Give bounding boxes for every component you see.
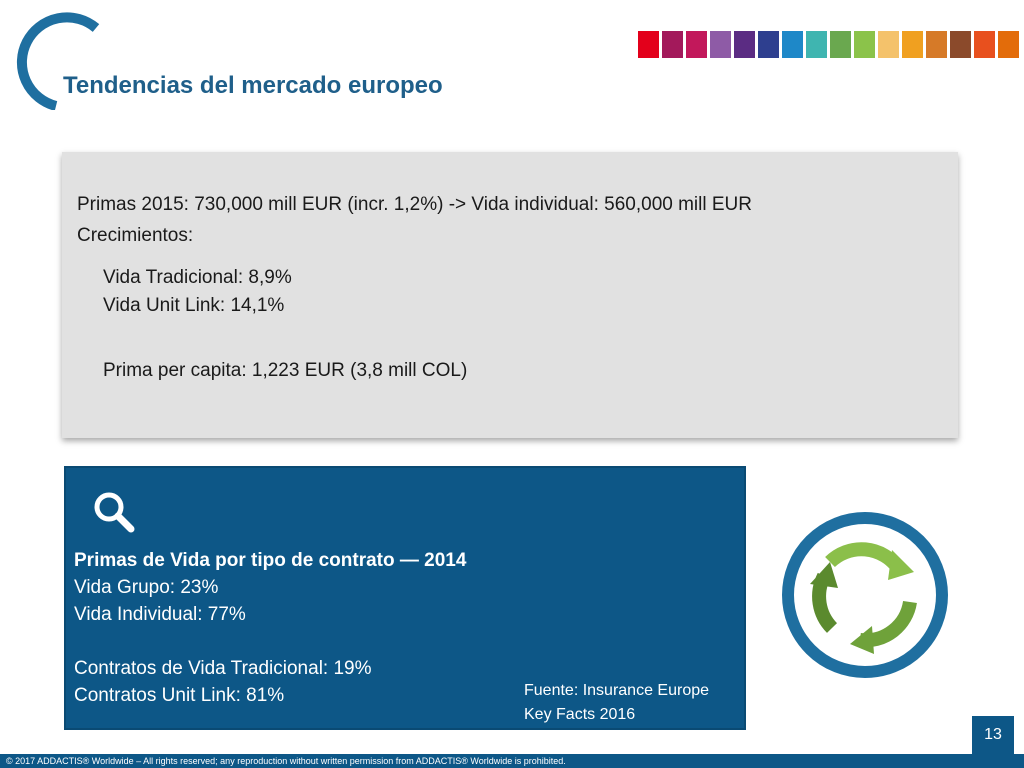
color-swatch <box>902 31 923 58</box>
logo-arc-icon <box>16 12 100 110</box>
color-swatch <box>998 31 1019 58</box>
color-swatch <box>638 31 659 58</box>
life-premiums-box: Primas de Vida por tipo de contrato — 20… <box>64 466 746 730</box>
contract-type-heading: Primas de Vida por tipo de contrato — 20… <box>74 550 467 571</box>
color-swatch <box>782 31 803 58</box>
color-swatch <box>830 31 851 58</box>
market-summary-box: Primas 2015: 730,000 mill EUR (incr. 1,2… <box>62 152 958 438</box>
page-title: Tendencias del mercado europeo <box>63 72 443 99</box>
search-icon <box>94 492 135 533</box>
color-swatch <box>806 31 827 58</box>
page-number: 13 <box>972 716 1014 754</box>
color-swatch <box>878 31 899 58</box>
brand-color-swatches <box>638 31 1019 58</box>
traditional-life-growth: Vida Tradicional: 8,9% <box>103 267 292 288</box>
source-line-2: Key Facts 2016 <box>524 706 636 723</box>
unit-link-contracts-share: Contratos Unit Link: 81% <box>74 685 285 706</box>
group-life-share: Vida Grupo: 23% <box>74 577 219 598</box>
individual-life-share: Vida Individual: 77% <box>74 604 246 625</box>
color-swatch <box>974 31 995 58</box>
color-swatch <box>710 31 731 58</box>
color-swatch <box>734 31 755 58</box>
color-swatch <box>662 31 683 58</box>
source-line-1: Fuente: Insurance Europe <box>524 682 710 699</box>
cycle-arrows-icon <box>782 512 948 678</box>
traditional-contracts-share: Contratos de Vida Tradicional: 19% <box>74 658 372 679</box>
growth-label: Crecimientos: <box>77 225 194 246</box>
color-swatch <box>950 31 971 58</box>
unit-link-growth: Vida Unit Link: 14,1% <box>103 295 285 316</box>
color-swatch <box>854 31 875 58</box>
premium-per-capita: Prima per capita: 1,223 EUR (3,8 mill CO… <box>103 360 468 381</box>
copyright-footer: © 2017 ADDACTIS® Worldwide – All rights … <box>0 754 1024 768</box>
color-swatch <box>758 31 779 58</box>
premiums-2015-text: Primas 2015: 730,000 mill EUR (incr. 1,2… <box>77 194 752 215</box>
color-swatch <box>686 31 707 58</box>
color-swatch <box>926 31 947 58</box>
